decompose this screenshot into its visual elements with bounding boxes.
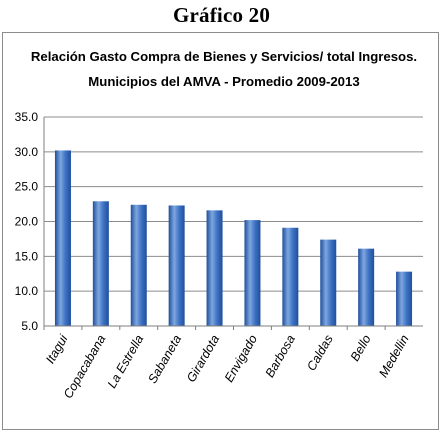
x-tick-label: Caldas	[304, 333, 336, 374]
y-tick-label: 25.0	[15, 180, 39, 194]
bar	[396, 271, 413, 326]
y-tick-label: 15.0	[15, 249, 39, 263]
bar	[206, 210, 223, 326]
bar	[130, 204, 147, 326]
chart-subtitle: Municipios del AMVA - Promedio 2009-2013	[88, 74, 359, 89]
y-tick-label: 30.0	[15, 145, 39, 159]
y-tick-label: 20.0	[15, 215, 39, 229]
x-tick-label: Bello	[348, 332, 374, 363]
x-tick-label: Girardota	[184, 332, 222, 384]
bar	[54, 150, 71, 326]
x-tick-label: Sabaneta	[145, 332, 184, 385]
bar	[358, 248, 375, 326]
bar	[92, 201, 109, 326]
x-tick-label: Envigado	[222, 332, 260, 384]
bars	[54, 150, 413, 326]
y-tick-label: 10.0	[15, 284, 39, 298]
chart-title: Relación Gasto Compra de Bienes y Servic…	[31, 49, 417, 64]
y-tick-label: 5.0	[21, 319, 38, 333]
page-heading: Gráfico 20	[172, 3, 271, 27]
x-tick-label: Medellin	[376, 332, 411, 379]
x-tick-label: La Estrella	[105, 332, 147, 390]
bar	[320, 239, 337, 326]
bar	[244, 220, 261, 326]
x-tick-label: Itagui	[43, 331, 71, 366]
bar	[282, 227, 299, 326]
x-tick-label: Barbosa	[263, 332, 298, 379]
bar	[168, 205, 185, 326]
y-tick-label: 35.0	[15, 110, 39, 124]
y-axis-ticks: 5.0 10.0 15.0 20.0 25.0 30.0 35.0	[15, 110, 39, 333]
